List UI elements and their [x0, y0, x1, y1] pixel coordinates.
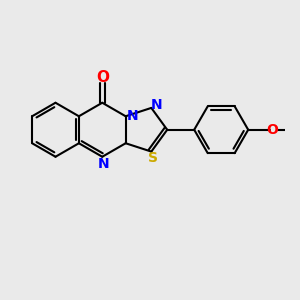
Text: O: O — [96, 70, 109, 85]
Text: N: N — [151, 98, 163, 112]
Text: N: N — [98, 157, 109, 171]
Text: S: S — [148, 151, 158, 165]
Text: N: N — [127, 109, 138, 123]
Text: O: O — [266, 123, 278, 137]
